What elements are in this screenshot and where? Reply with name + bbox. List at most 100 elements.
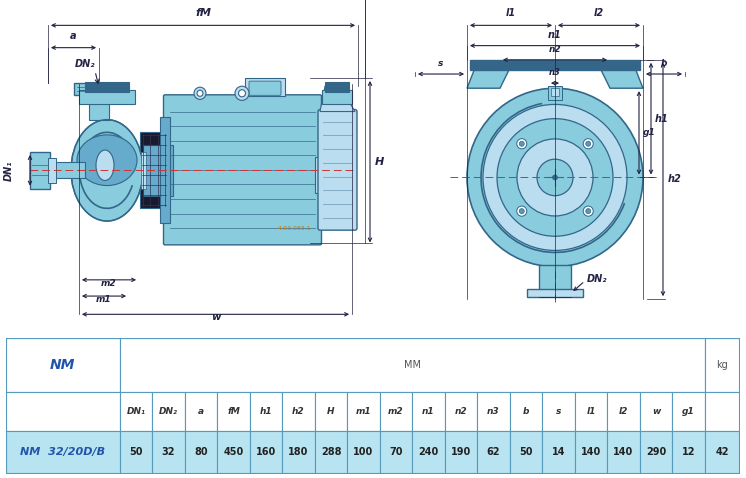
- Text: w: w: [210, 313, 220, 323]
- Bar: [85, 82, 129, 92]
- Bar: [477, 392, 510, 431]
- Text: 240: 240: [419, 447, 439, 457]
- Ellipse shape: [71, 120, 143, 221]
- Text: 80: 80: [194, 447, 208, 457]
- Bar: [607, 431, 640, 474]
- Text: DN₂: DN₂: [587, 274, 607, 284]
- Bar: [640, 392, 672, 431]
- Bar: [607, 392, 640, 431]
- Bar: [574, 431, 607, 474]
- Bar: [143, 145, 173, 196]
- Text: s: s: [439, 59, 444, 68]
- Bar: [120, 338, 705, 392]
- Text: h1: h1: [260, 407, 272, 416]
- Circle shape: [467, 88, 643, 267]
- Bar: [380, 392, 413, 431]
- Text: kg: kg: [717, 360, 728, 370]
- Bar: [470, 60, 640, 70]
- Bar: [217, 392, 250, 431]
- Text: w: w: [652, 407, 660, 416]
- Text: h2: h2: [668, 174, 682, 185]
- Bar: [510, 431, 542, 474]
- Bar: [120, 392, 152, 431]
- FancyBboxPatch shape: [163, 95, 322, 245]
- Text: 140: 140: [581, 447, 601, 457]
- Text: n3: n3: [549, 68, 561, 77]
- Text: 160: 160: [256, 447, 276, 457]
- Bar: [380, 431, 413, 474]
- Text: 14: 14: [552, 447, 565, 457]
- Bar: [48, 162, 85, 178]
- Bar: [315, 392, 348, 431]
- Text: 70: 70: [389, 447, 403, 457]
- Bar: [89, 91, 109, 120]
- Text: m1: m1: [96, 295, 112, 304]
- Bar: [542, 392, 574, 431]
- Text: l2: l2: [594, 8, 604, 18]
- Text: NM: NM: [50, 358, 75, 372]
- Bar: [315, 157, 335, 193]
- Text: 50: 50: [129, 447, 142, 457]
- Bar: [325, 82, 349, 92]
- Bar: [527, 289, 583, 297]
- Text: H: H: [327, 407, 335, 416]
- Text: 32: 32: [162, 447, 175, 457]
- Circle shape: [517, 139, 527, 149]
- Bar: [120, 431, 152, 474]
- Text: m2: m2: [101, 279, 117, 288]
- Bar: [413, 392, 445, 431]
- Bar: [217, 431, 250, 474]
- Circle shape: [519, 208, 524, 214]
- Bar: [79, 90, 135, 104]
- Bar: [30, 152, 50, 189]
- Text: g1: g1: [643, 128, 656, 137]
- Bar: [48, 158, 56, 183]
- Bar: [445, 431, 477, 474]
- Bar: [245, 78, 285, 97]
- Text: n1: n1: [422, 407, 435, 416]
- Text: 42: 42: [715, 447, 729, 457]
- Bar: [315, 431, 348, 474]
- Bar: [705, 392, 740, 431]
- Text: fM: fM: [227, 407, 240, 416]
- Bar: [413, 431, 445, 474]
- Text: 4.93.083.1: 4.93.083.1: [278, 226, 312, 231]
- Text: l1: l1: [506, 8, 516, 18]
- Bar: [348, 392, 380, 431]
- Circle shape: [586, 141, 591, 146]
- Bar: [6, 392, 120, 431]
- Circle shape: [497, 119, 613, 236]
- Bar: [542, 431, 574, 474]
- Circle shape: [483, 104, 627, 250]
- Text: 450: 450: [223, 447, 244, 457]
- Bar: [185, 392, 217, 431]
- Text: 62: 62: [487, 447, 501, 457]
- Text: 12: 12: [682, 447, 695, 457]
- Bar: [672, 392, 705, 431]
- Bar: [548, 86, 562, 100]
- Bar: [6, 338, 120, 392]
- Circle shape: [235, 86, 249, 100]
- Bar: [705, 338, 740, 392]
- Bar: [348, 431, 380, 474]
- Bar: [574, 392, 607, 431]
- Text: 290: 290: [646, 447, 666, 457]
- Text: NM  32/20D/B: NM 32/20D/B: [20, 447, 105, 457]
- Circle shape: [537, 159, 573, 196]
- Text: s: s: [556, 407, 561, 416]
- Polygon shape: [467, 68, 510, 88]
- Bar: [705, 431, 740, 474]
- Bar: [640, 431, 672, 474]
- Bar: [282, 431, 315, 474]
- Text: DN₂: DN₂: [159, 407, 178, 416]
- Text: 50: 50: [519, 447, 533, 457]
- Text: h1: h1: [655, 114, 668, 124]
- Text: g1: g1: [682, 407, 695, 416]
- Circle shape: [553, 175, 557, 180]
- Bar: [152, 392, 185, 431]
- Bar: [510, 392, 542, 431]
- Text: MM: MM: [404, 360, 421, 370]
- Bar: [477, 431, 510, 474]
- Text: n2: n2: [549, 45, 561, 54]
- Text: n1: n1: [548, 30, 562, 40]
